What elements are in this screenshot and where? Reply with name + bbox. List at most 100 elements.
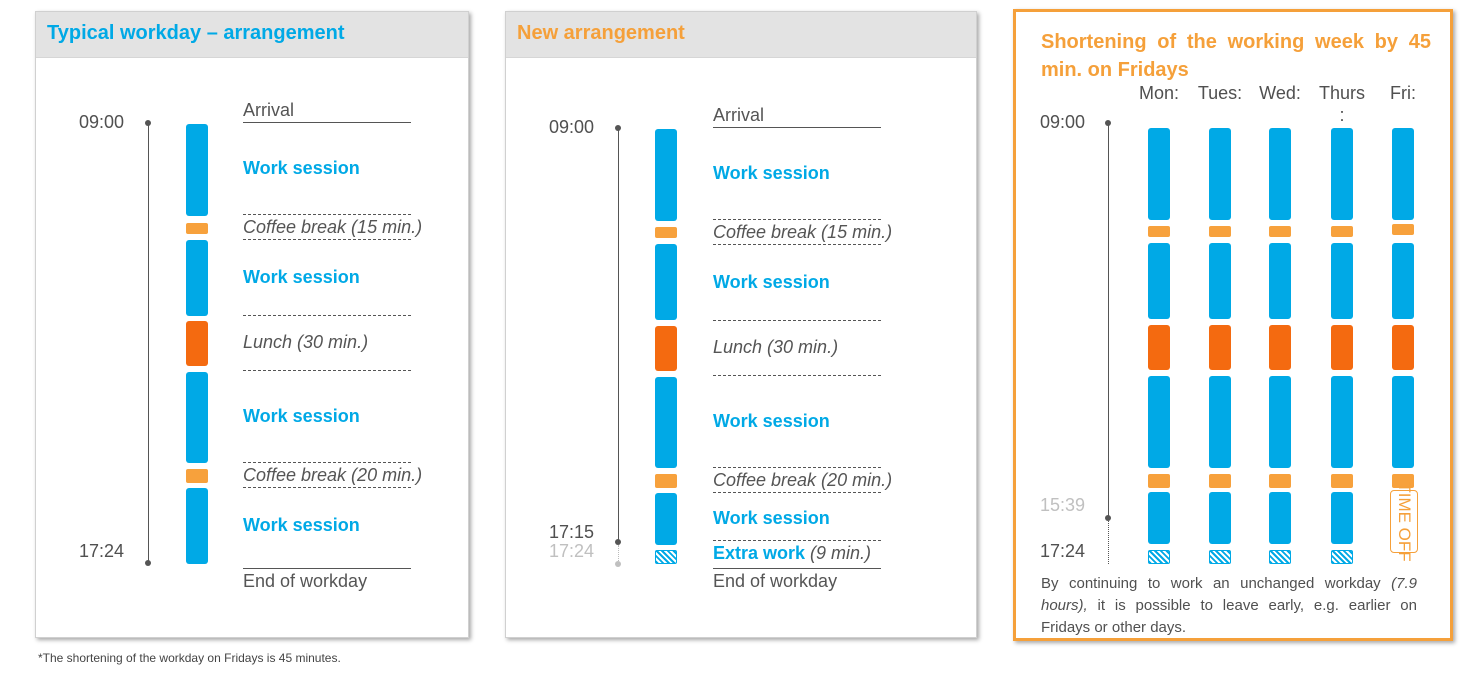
footnote: *The shortening of the workday on Friday… [38, 651, 341, 665]
wed-work-block [1269, 376, 1291, 468]
timeline [1108, 123, 1109, 518]
day-header-thurs: Thurs [1318, 83, 1365, 103]
divider [243, 239, 411, 240]
label-work-session: Work session [243, 158, 360, 178]
timeline-mid-dot [1105, 515, 1111, 521]
label-work-session: Work session [713, 508, 830, 528]
timeline [148, 123, 149, 563]
timeline-extension [618, 545, 619, 561]
divider [243, 122, 411, 123]
mon-work-block [1148, 376, 1170, 468]
time-end: 17:24 [1040, 541, 1086, 561]
fri-work-block [1392, 243, 1414, 319]
label-work-session: Work session [243, 267, 360, 287]
label-work-session: Work session [243, 515, 360, 535]
tues-work-block [1209, 128, 1231, 220]
panel-new-arrangement: New arrangement 09:00 17:15 17:24 Arriva… [505, 11, 977, 638]
mon-coffee-block [1148, 226, 1170, 237]
note-text-end: it is possible to leave early, e.g. earl… [1041, 597, 1417, 636]
divider [713, 492, 881, 493]
mon-lunch-block [1148, 325, 1170, 370]
label-lunch: Lunch (30 min.) [713, 337, 839, 357]
wed-lunch-block [1269, 325, 1291, 370]
day-header-mon: Mon: [1138, 83, 1180, 103]
fri-work-block [1392, 128, 1414, 220]
day-header-thurs-colon: : [1339, 105, 1345, 125]
tues-coffee-block [1209, 474, 1231, 488]
divider [243, 214, 411, 215]
label-end-of-workday: End of workday [243, 571, 368, 591]
label-coffee-break: Coffee break (20 min.) [713, 470, 893, 490]
divider [713, 540, 881, 541]
panel-title: New arrangement [506, 12, 976, 58]
time-start: 09:00 [549, 117, 595, 137]
panel-title: Shortening of the working week by 45 min… [1041, 28, 1431, 84]
tues-work-block [1209, 376, 1231, 468]
fri-coffee-block [1392, 474, 1414, 488]
wed-work-block [1269, 492, 1291, 544]
panel-shortened-week: Shortening of the working week by 45 min… [1013, 9, 1453, 641]
divider [713, 375, 881, 376]
time-end-new: 17:15 [549, 522, 595, 542]
label-arrival: Arrival [243, 100, 295, 120]
time-start: 09:00 [1040, 112, 1086, 132]
divider [713, 568, 881, 569]
thurs-lunch-block [1331, 325, 1353, 370]
mon-coffee-block [1148, 474, 1170, 488]
fri-work-block [1392, 376, 1414, 468]
time-end-old: 17:24 [549, 541, 595, 561]
divider [713, 320, 881, 321]
tues-coffee-block [1209, 226, 1231, 237]
wed-work-block [1269, 128, 1291, 220]
extra-work-block [655, 550, 677, 564]
label-work-session: Work session [713, 163, 830, 183]
label-work-session: Work session [713, 272, 830, 292]
mon-work-block [1148, 128, 1170, 220]
label-extra-work-bold: Extra work [713, 543, 806, 563]
label-extra-work-duration: (9 min.) [805, 543, 872, 563]
work-block-4 [655, 493, 677, 545]
work-block-3 [655, 377, 677, 468]
coffee-block-2 [655, 474, 677, 488]
coffee-block-1 [655, 227, 677, 238]
timeline [618, 128, 619, 542]
work-block-2 [186, 240, 208, 316]
timeline-end-dot [145, 560, 151, 566]
label-lunch: Lunch (30 min.) [243, 332, 369, 352]
coffee-block-1 [186, 223, 208, 234]
thurs-work-block [1331, 128, 1353, 220]
timeline-extension [1108, 521, 1109, 564]
tues-work-block [1209, 492, 1231, 544]
divider [713, 244, 881, 245]
time-early-leave: 15:39 [1040, 495, 1086, 515]
day-header-wed: Wed: [1259, 83, 1301, 103]
wed-work-block [1269, 243, 1291, 319]
thurs-work-block [1331, 376, 1353, 468]
label-work-session: Work session [243, 406, 360, 426]
wed-extra-work-block [1269, 550, 1291, 564]
day-header-fri: Fri: [1390, 83, 1416, 103]
panel-typical-workday: Typical workday – arrangement 09:00 17:2… [35, 11, 469, 638]
divider [243, 462, 411, 463]
fri-lunch-block [1392, 325, 1414, 370]
timeline-old-end-dot [615, 561, 621, 567]
wed-coffee-block [1269, 474, 1291, 488]
panel-title-line-2: min. on Fridays [1041, 59, 1189, 81]
tues-work-block [1209, 243, 1231, 319]
coffee-block-2 [186, 469, 208, 483]
divider [243, 370, 411, 371]
fri-coffee-block [1392, 224, 1414, 235]
thurs-coffee-block [1331, 474, 1353, 488]
time-end: 17:24 [79, 541, 125, 561]
work-block-1 [655, 129, 677, 221]
label-end-of-workday: End of workday [713, 571, 838, 591]
note-text: By continuing to work an unchanged workd… [1041, 575, 1392, 592]
day-header-tues: Tues: [1197, 83, 1243, 103]
divider [243, 487, 411, 488]
divider [713, 127, 881, 128]
thurs-coffee-block [1331, 226, 1353, 237]
mon-work-block [1148, 492, 1170, 544]
work-block-3 [186, 372, 208, 463]
mon-extra-work-block [1148, 550, 1170, 564]
panel-title-line-1: Shortening of the working week by 45 [1041, 31, 1431, 53]
